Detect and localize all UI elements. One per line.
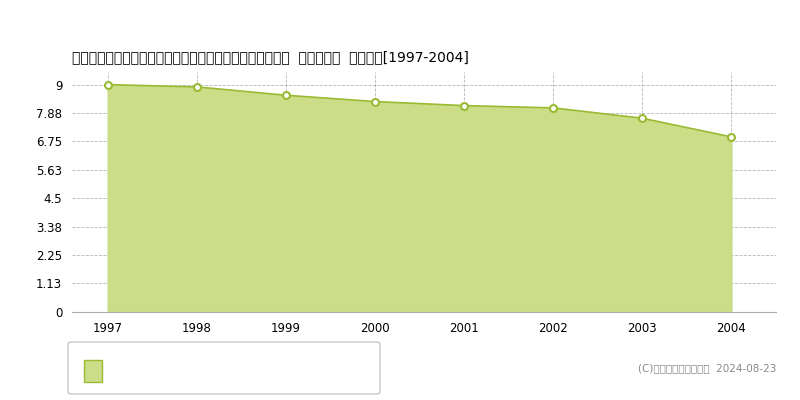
Text: 和歌山県伊都郡かつらぎ町大字寺尾字北島５４番１３９外  基準地価格  地価推移[1997-2004]: 和歌山県伊都郡かつらぎ町大字寺尾字北島５４番１３９外 基準地価格 地価推移[19… <box>72 50 469 64</box>
Text: 基準地価格  平均坪単価(万円/坪): 基準地価格 平均坪単価(万円/坪) <box>114 362 233 374</box>
Text: (C)土地価格ドットコム  2024-08-23: (C)土地価格ドットコム 2024-08-23 <box>638 363 776 373</box>
